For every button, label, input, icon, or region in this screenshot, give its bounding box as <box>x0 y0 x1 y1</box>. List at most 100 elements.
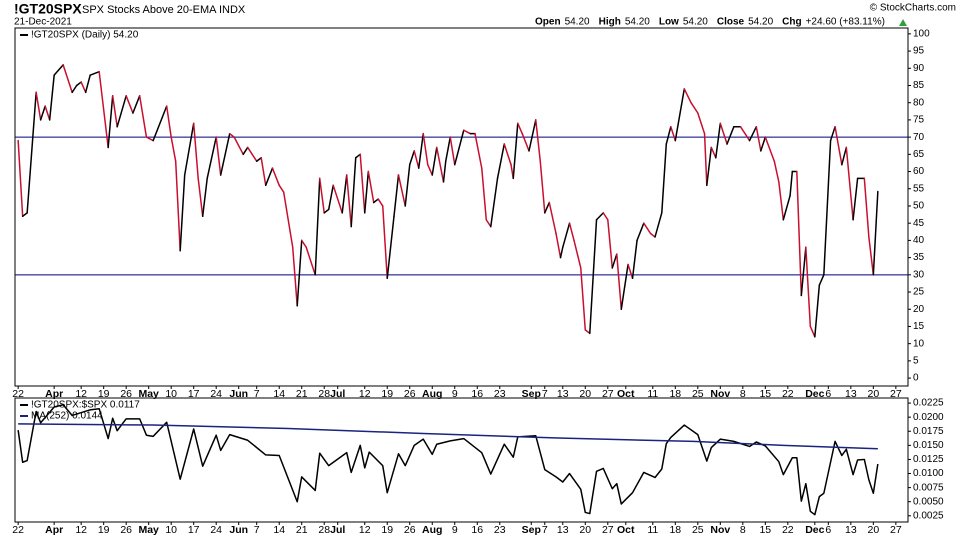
line-segment <box>179 174 186 252</box>
y-tick-label: 30 <box>913 269 925 280</box>
line-segment <box>260 157 267 187</box>
line-segment <box>444 136 451 162</box>
x-tick-label: Jun <box>229 524 248 536</box>
line-segment <box>359 153 366 214</box>
line-segment <box>125 95 134 114</box>
y-tick-label: 25 <box>913 287 925 298</box>
line-segment <box>463 129 472 135</box>
line-segment <box>496 143 506 180</box>
line-segment <box>318 177 325 214</box>
line-segment <box>62 64 73 94</box>
line-segment <box>703 132 708 187</box>
quote-value: 54.20 <box>625 17 650 28</box>
line-segment <box>138 95 148 138</box>
x-tick-label: 14 <box>273 388 285 400</box>
line-segment <box>174 160 181 252</box>
line-segment <box>372 198 379 204</box>
line-segment <box>116 95 127 128</box>
y-tick-label: 45 <box>913 218 925 229</box>
quote-label: High <box>599 17 621 28</box>
line-segment <box>589 218 598 335</box>
line-segment <box>555 232 562 259</box>
y-tick-label: 0.0225 <box>913 398 944 409</box>
line-segment <box>422 132 429 166</box>
line-segment <box>408 150 415 166</box>
y-tick-label: 75 <box>913 115 925 126</box>
line-segment <box>442 160 447 183</box>
line-segment <box>197 177 204 218</box>
line-segment <box>449 136 456 166</box>
line-segment <box>631 239 638 280</box>
x-tick-label: 7 <box>254 524 260 536</box>
x-tick-label: 12 <box>75 524 87 536</box>
line-segment <box>152 105 168 142</box>
line-segment <box>544 201 551 214</box>
line-segment <box>53 64 64 76</box>
x-tick-label: 20 <box>579 524 591 536</box>
line-segment <box>35 91 42 121</box>
y-tick-label: 80 <box>913 97 925 108</box>
x-tick-label: 7 <box>542 524 548 536</box>
line-segment <box>559 246 564 259</box>
legend-label: MA(252) 0.0144 <box>31 411 103 422</box>
line-segment <box>823 139 832 276</box>
x-tick-label: Sep <box>522 524 541 536</box>
line-segment <box>490 177 499 228</box>
line-segment <box>363 170 370 214</box>
line-segment <box>649 232 656 238</box>
x-tick-label: 6 <box>825 388 831 400</box>
x-tick-label: 27 <box>602 388 614 400</box>
x-tick-label: 25 <box>692 524 704 536</box>
x-tick-label: 25 <box>692 388 704 400</box>
legend-label: !GT20SPX:$SPX 0.0117 <box>31 400 140 411</box>
line-segment <box>21 212 28 218</box>
line-segment <box>206 136 217 180</box>
line-segment <box>453 146 460 166</box>
x-tick-label: 23 <box>494 388 506 400</box>
up-indicator <box>899 19 907 26</box>
y-tick-label: 0.0175 <box>913 426 944 437</box>
line-segment <box>636 222 645 242</box>
line-segment <box>323 208 330 214</box>
x-tick-label: 12 <box>75 388 87 400</box>
ratio-panel-frame <box>14 397 909 523</box>
x-tick-label: 27 <box>602 524 614 536</box>
x-tick-label: 13 <box>557 524 569 536</box>
line-segment <box>528 119 537 152</box>
line-segment <box>868 236 875 276</box>
x-tick-label: 22 <box>12 388 24 400</box>
x-tick-label: Apr <box>45 524 63 536</box>
plot-area <box>15 64 908 338</box>
y-tick-label: 40 <box>913 235 925 246</box>
line-segment <box>616 253 623 310</box>
x-tick-label: 10 <box>165 388 177 400</box>
quote-label: Low <box>659 17 679 28</box>
line-segment <box>674 88 686 142</box>
line-segment <box>474 132 483 169</box>
y-tick-label: 20 <box>913 304 925 315</box>
y-tick-label: 0.0200 <box>913 412 944 423</box>
line-segment <box>670 126 677 142</box>
y-tick-label: 95 <box>913 46 925 57</box>
line-segment <box>305 246 316 276</box>
x-tick-label: May <box>138 524 159 536</box>
line-segment <box>332 184 343 214</box>
line-segment <box>377 198 384 207</box>
line-segment <box>80 81 87 94</box>
x-tick-label: 7 <box>542 388 548 400</box>
x-tick-label: 27 <box>890 524 902 536</box>
line-segment <box>845 146 854 221</box>
x-tick-label: 12 <box>359 524 371 536</box>
x-tick-label: 9 <box>452 388 458 400</box>
x-tick-label: May <box>138 388 159 400</box>
x-tick-label: 16 <box>471 388 483 400</box>
y-tick-label: 0 <box>913 373 919 384</box>
line-segment <box>573 239 582 269</box>
line-segment <box>764 136 776 162</box>
line-segment <box>852 177 859 221</box>
line-segment <box>539 160 546 214</box>
line-segment <box>246 146 258 162</box>
y-tick-label: 0.0150 <box>913 440 944 451</box>
x-tick-label: 26 <box>120 524 132 536</box>
line-segment <box>627 263 634 280</box>
